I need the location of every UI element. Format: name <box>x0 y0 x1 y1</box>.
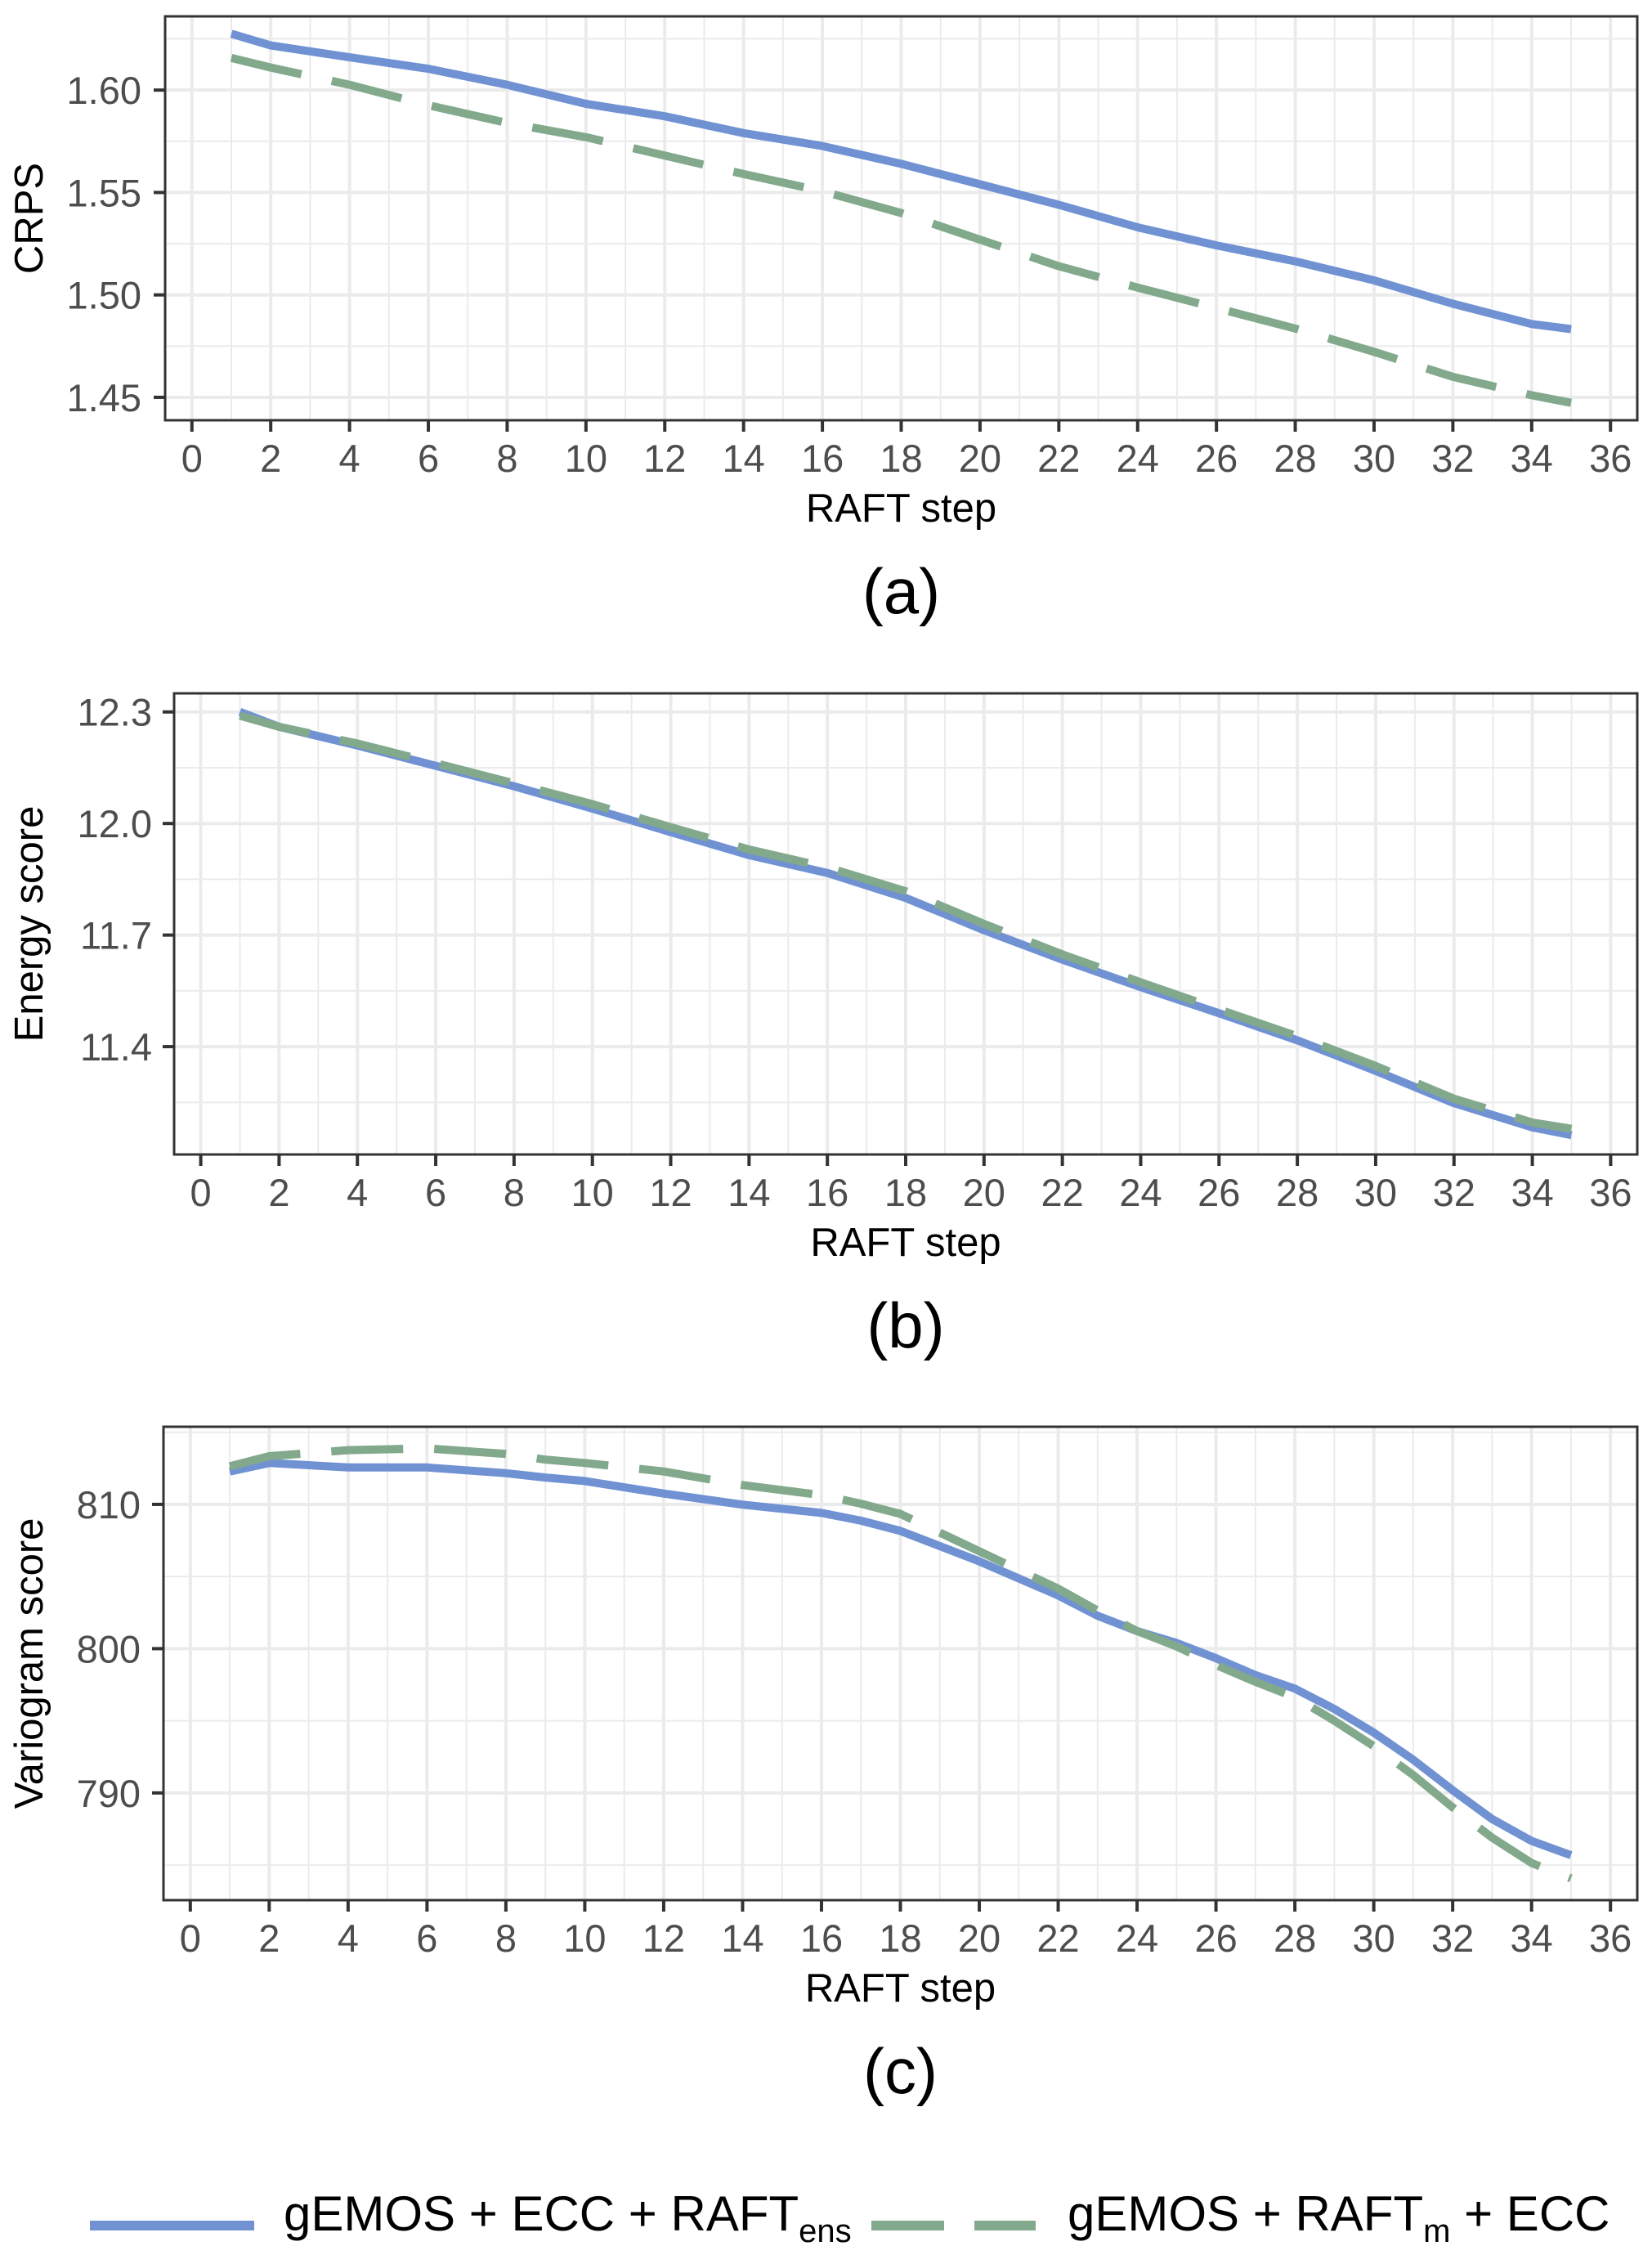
series-line-gemos-ecc-raft-ens <box>230 29 1572 334</box>
series-line-gemos-ecc-raft-ens <box>229 1459 1573 1859</box>
x-tick-label: 12 <box>643 437 686 480</box>
legend-label-2: gEMOS + RAFTm + ECC <box>1068 2186 1609 2249</box>
x-tick-label: 4 <box>339 437 360 480</box>
x-tick-label: 14 <box>728 1171 770 1214</box>
series-line-gemos-raft-m-ecc <box>230 54 1572 407</box>
x-tick-label: 20 <box>958 1917 1001 1960</box>
x-tick-label: 4 <box>338 1917 359 1960</box>
y-axis-title: Energy score <box>7 806 51 1042</box>
x-tick-label: 4 <box>347 1171 368 1214</box>
x-tick-label: 30 <box>1354 1171 1397 1214</box>
x-tick-label: 24 <box>1117 437 1159 480</box>
y-tick-label: 1.55 <box>67 171 141 214</box>
x-tick-label: 22 <box>1036 1917 1079 1960</box>
legend-label-2-subscript: m <box>1423 2213 1450 2249</box>
y-axis-title: Variogram score <box>7 1518 51 1809</box>
x-tick-label: 24 <box>1119 1171 1162 1214</box>
panel-label: (c) <box>863 2035 938 2107</box>
y-axis-title: CRPS <box>7 163 51 274</box>
x-tick-label: 2 <box>258 1917 280 1960</box>
y-tick-label: 11.7 <box>80 914 152 957</box>
y-tick-label: 790 <box>77 1772 141 1815</box>
x-tick-label: 0 <box>190 1171 212 1214</box>
x-tick-label: 2 <box>260 437 281 480</box>
x-tick-label: 34 <box>1511 1171 1553 1214</box>
x-tick-label: 34 <box>1511 1917 1553 1960</box>
x-tick-label: 24 <box>1116 1917 1158 1960</box>
panel-label: (b) <box>866 1289 944 1361</box>
x-tick-label: 14 <box>723 437 765 480</box>
x-tick-label: 6 <box>418 437 439 480</box>
x-axis-title: RAFT step <box>805 1966 996 2011</box>
x-tick-label: 10 <box>571 1171 614 1214</box>
x-tick-label: 30 <box>1352 1917 1395 1960</box>
x-tick-label: 8 <box>495 1917 517 1960</box>
x-tick-label: 22 <box>1041 1171 1084 1214</box>
x-tick-label: 0 <box>181 437 203 480</box>
legend-item-gemos-raft-m-ecc: gEMOS + RAFTm + ECC <box>871 2186 1609 2249</box>
x-tick-label: 6 <box>416 1917 437 1960</box>
x-tick-label: 36 <box>1589 1917 1632 1960</box>
x-tick-label: 32 <box>1433 1171 1475 1214</box>
x-tick-label: 28 <box>1276 1171 1318 1214</box>
panel-label: (a) <box>862 555 940 627</box>
x-tick-label: 8 <box>496 437 517 480</box>
x-tick-label: 26 <box>1195 437 1238 480</box>
x-tick-label: 28 <box>1274 1917 1316 1960</box>
legend-label-1-base: gEMOS + ECC + RAFT <box>284 2186 799 2241</box>
x-tick-label: 32 <box>1431 437 1474 480</box>
y-tick-label: 1.50 <box>67 274 141 317</box>
legend-label-1: gEMOS + ECC + RAFTens <box>284 2186 852 2249</box>
legend-item-gemos-ecc-raft-ens: gEMOS + ECC + RAFTens <box>90 2186 852 2249</box>
x-tick-label: 22 <box>1037 437 1080 480</box>
x-tick-label: 16 <box>800 1917 843 1960</box>
series-line-gemos-raft-m-ecc <box>239 711 1573 1133</box>
x-tick-label: 14 <box>721 1917 763 1960</box>
series-line-gemos-ecc-raft-ens <box>238 708 1573 1140</box>
x-tick-label: 28 <box>1274 437 1316 480</box>
x-tick-label: 36 <box>1589 1171 1632 1214</box>
y-tick-label: 12.3 <box>78 691 152 734</box>
x-tick-label: 26 <box>1198 1171 1240 1214</box>
x-tick-label: 2 <box>268 1171 289 1214</box>
x-tick-label: 32 <box>1431 1917 1474 1960</box>
x-tick-label: 20 <box>963 1171 1005 1214</box>
x-tick-label: 16 <box>806 1171 848 1214</box>
x-tick-label: 18 <box>884 1171 927 1214</box>
legend-label-1-subscript: ens <box>799 2213 852 2249</box>
y-tick-label: 1.45 <box>67 376 141 419</box>
x-tick-label: 18 <box>879 1917 921 1960</box>
x-tick-label: 20 <box>959 437 1001 480</box>
x-tick-label: 10 <box>565 437 607 480</box>
x-tick-label: 0 <box>180 1917 201 1960</box>
x-tick-label: 34 <box>1511 437 1553 480</box>
y-tick-label: 12.0 <box>78 802 152 845</box>
x-tick-label: 12 <box>642 1917 685 1960</box>
x-tick-label: 8 <box>504 1171 525 1214</box>
y-tick-label: 810 <box>77 1483 141 1526</box>
x-tick-label: 10 <box>563 1917 606 1960</box>
x-tick-label: 18 <box>880 437 922 480</box>
panel-b-energy-score: 0 2 4 6 8 10 12 14 16 18 20 22 24 26 28 30 32 34 3611.411.… <box>7 691 1639 1361</box>
x-tick-label: 30 <box>1353 437 1395 480</box>
legend-label-2-base: gEMOS + RAFT <box>1068 2186 1423 2241</box>
x-tick-label: 26 <box>1194 1917 1237 1960</box>
x-tick-label: 6 <box>425 1171 446 1214</box>
x-axis-title: RAFT step <box>810 1221 1001 1265</box>
x-tick-label: 36 <box>1589 437 1632 480</box>
y-tick-label: 800 <box>77 1627 141 1670</box>
x-tick-label: 12 <box>649 1171 692 1214</box>
x-tick-label: 16 <box>801 437 844 480</box>
panel-c-variogram-score: 0 2 4 6 8 10 12 14 16 18 20 22 24 26 28 30 32 34 367908008… <box>7 1425 1639 2107</box>
panel-a-crps: 0 2 4 6 8 10 12 14 16 18 20 22 24 26 28 30 32 34 361.451.5… <box>7 15 1639 627</box>
legend: gEMOS + ECC + RAFTens gEMOS + RAFTm + EC… <box>90 2186 1609 2249</box>
x-axis-title: RAFT step <box>806 486 996 531</box>
series-line-gemos-raft-m-ecc <box>228 1444 1573 1883</box>
y-tick-label: 1.60 <box>67 69 141 112</box>
legend-label-2-tail: + ECC <box>1450 2186 1609 2241</box>
y-tick-label: 11.4 <box>80 1025 152 1069</box>
